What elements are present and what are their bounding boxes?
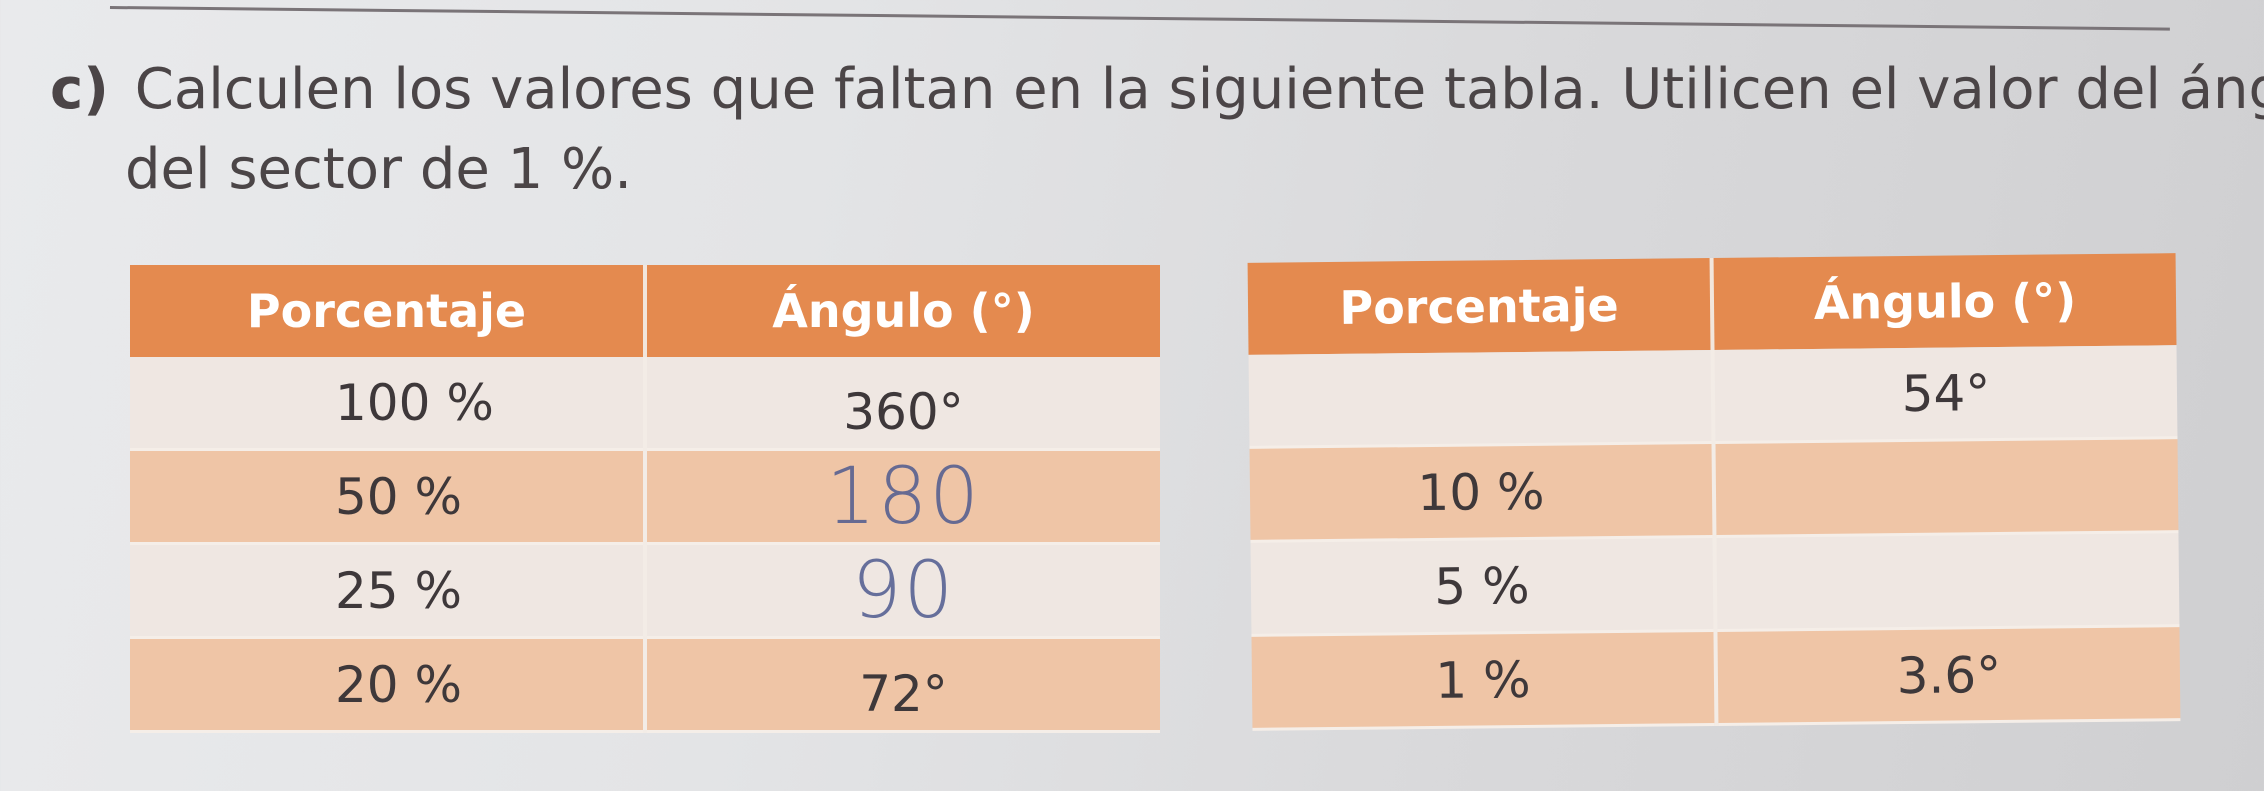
instruction-line-2: del sector de 1 %. xyxy=(125,137,633,202)
cell-angle: 3.6° xyxy=(1715,625,2181,725)
table-left-header-row: Porcentaje Ángulo (°) xyxy=(130,265,1160,357)
table-row: 1 % 3.6° xyxy=(1251,625,2181,730)
angle-value: 360° xyxy=(843,382,964,441)
table-row: 50 % 180 xyxy=(130,449,1160,545)
table-right-header-row: Porcentaje Ángulo (°) xyxy=(1247,253,2177,355)
handwritten-answer: 180 xyxy=(826,451,981,542)
header-angle: Ángulo (°) xyxy=(645,265,1160,357)
table-row: 20 % 72° xyxy=(130,637,1160,733)
table-left: Porcentaje Ángulo (°) 100 % 360° 50 % 18… xyxy=(130,265,1160,733)
cell-angle: 360° xyxy=(645,357,1160,451)
cell-percent: 50 % xyxy=(130,449,647,545)
header-percent: Porcentaje xyxy=(1247,258,1713,355)
table-row: 10 % xyxy=(1249,437,2179,542)
page-top-rule xyxy=(109,6,2170,31)
table-row: 100 % 360° xyxy=(130,357,1160,451)
cell-percent: 10 % xyxy=(1249,442,1715,542)
cell-percent: 5 % xyxy=(1250,536,1716,636)
cell-angle: 54° xyxy=(1712,345,2178,443)
cell-angle xyxy=(1714,531,2180,631)
table-right: Porcentaje Ángulo (°) 54° 10 % 5 % 1 % 3… xyxy=(1247,253,2181,731)
header-angle: Ángulo (°) xyxy=(1711,253,2177,351)
table-row: 25 % 90 xyxy=(130,543,1160,639)
instruction-text-1: Calculen los valores que faltan en la si… xyxy=(134,57,2264,122)
exercise-marker: c) xyxy=(50,57,109,122)
cell-angle: 90 xyxy=(645,543,1160,639)
cell-percent: 25 % xyxy=(130,543,647,639)
cell-percent xyxy=(1248,350,1714,448)
cell-percent: 1 % xyxy=(1251,630,1717,730)
table-row: 5 % xyxy=(1250,531,2180,636)
angle-value: 72° xyxy=(859,664,948,723)
cell-percent: 100 % xyxy=(130,357,647,451)
handwritten-answer: 90 xyxy=(851,545,956,636)
exercise-instruction: c) Calculen los valores que faltan en la … xyxy=(50,50,2264,210)
table-row: 54° xyxy=(1248,345,2178,448)
header-percent: Porcentaje xyxy=(130,265,647,357)
instruction-line-1: c) Calculen los valores que faltan en la … xyxy=(50,50,2264,130)
cell-angle xyxy=(1713,437,2179,537)
cell-angle: 72° xyxy=(645,637,1160,733)
cell-angle: 180 xyxy=(645,449,1160,545)
cell-percent: 20 % xyxy=(130,637,647,733)
